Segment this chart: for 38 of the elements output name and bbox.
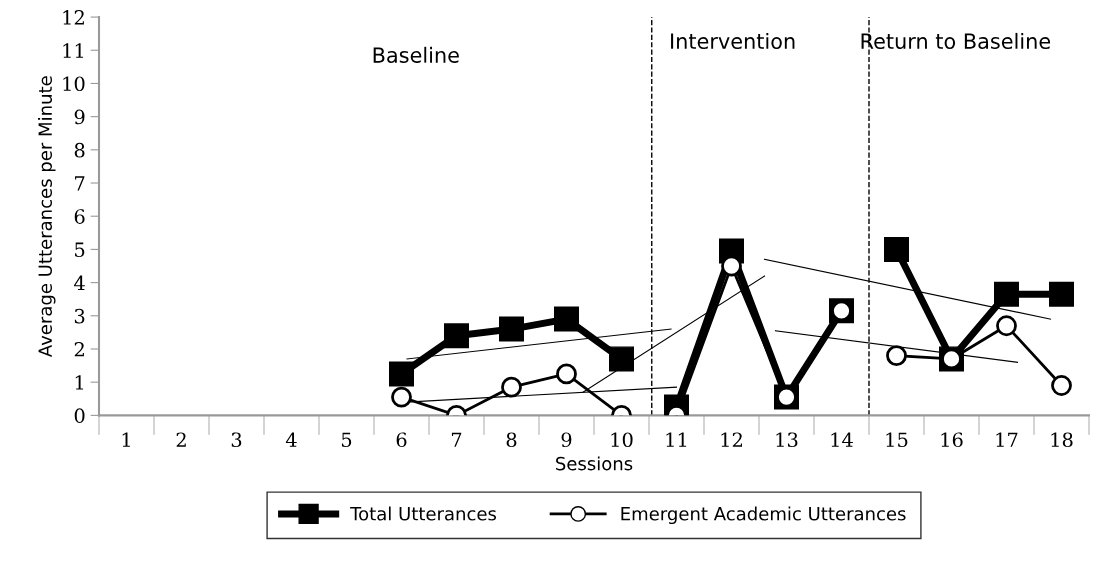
- x-tick-label: 10: [611, 432, 633, 448]
- x-axis-title: Sessions: [556, 456, 633, 471]
- annotation: Return to Baseline: [861, 32, 1051, 49]
- y-tick-label: 12: [63, 10, 84, 25]
- y-tick-label: 0: [74, 408, 85, 424]
- x-tick-label: 11: [666, 432, 687, 447]
- y-tick-label: 5: [75, 242, 85, 258]
- y-tick-label: 11: [63, 43, 84, 58]
- y-tick-label: 7: [75, 176, 85, 191]
- x-tick-label: 2: [176, 432, 186, 447]
- x-tick-label: 7: [451, 432, 462, 447]
- y-tick-label: 1: [75, 375, 84, 390]
- y-tick-label: 4: [74, 275, 85, 290]
- x-tick-label: 16: [941, 432, 963, 448]
- x-tick-label: 18: [1051, 432, 1073, 448]
- x-tick-label: 9: [561, 432, 572, 448]
- x-tick-label: 3: [231, 432, 242, 448]
- x-tick-label: 14: [831, 432, 853, 447]
- y-axis-title: Average Utterances per Minute: [38, 76, 56, 358]
- y-tick-label: 2: [74, 341, 84, 357]
- legend-label: Emergent Academic Utterances: [621, 506, 906, 525]
- annotation: Baseline: [373, 46, 459, 63]
- x-tick-label: 6: [396, 432, 407, 448]
- y-tick-label: 10: [63, 76, 85, 92]
- x-tick-label: 8: [506, 432, 517, 448]
- y-tick-label: 3: [74, 308, 85, 324]
- x-tick-label: 12: [721, 432, 742, 447]
- x-tick-label: 13: [776, 432, 798, 448]
- y-tick-label: 9: [74, 109, 85, 125]
- y-tick-label: 8: [74, 142, 85, 158]
- annotation: Intervention: [671, 32, 795, 49]
- x-tick-label: 4: [285, 432, 297, 447]
- x-tick-label: 15: [886, 432, 908, 448]
- x-tick-label: 1: [122, 432, 130, 447]
- y-tick-label: 6: [74, 209, 85, 224]
- legend-label: Total Utterances: [350, 506, 497, 521]
- x-tick-label: 5: [341, 432, 352, 448]
- x-tick-label: 17: [996, 432, 1018, 447]
